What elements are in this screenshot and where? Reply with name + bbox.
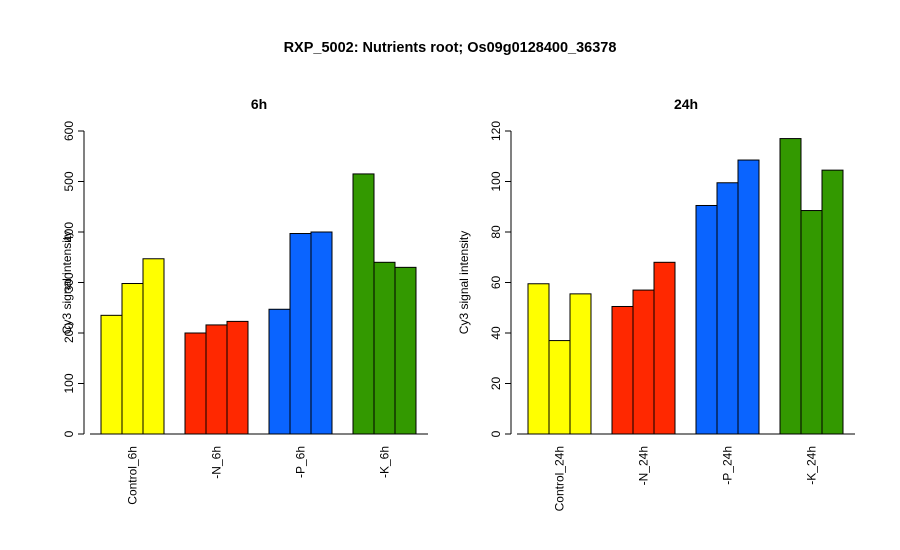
category-label: -N_24h bbox=[637, 446, 651, 485]
bar bbox=[394, 266, 417, 435]
chart-panel-0: 6h Cy3 signal intensity 0 100 200 300 400 500 60… bbox=[60, 96, 428, 505]
bar bbox=[611, 305, 634, 435]
bar bbox=[121, 283, 144, 435]
bar bbox=[695, 204, 718, 435]
bar bbox=[632, 289, 655, 435]
category-label: Control_6h bbox=[126, 446, 140, 505]
bar bbox=[548, 340, 571, 435]
y-tick-label: 80 bbox=[489, 225, 503, 239]
y-tick-label: 200 bbox=[62, 323, 76, 343]
y-tick-label: 120 bbox=[489, 121, 503, 141]
panel-title: 6h bbox=[251, 96, 267, 112]
panel-title: 24h bbox=[674, 96, 698, 112]
category-label: -N_6h bbox=[210, 446, 224, 479]
bar bbox=[289, 233, 312, 435]
bar bbox=[527, 283, 550, 435]
y-tick-label: 60 bbox=[489, 276, 503, 290]
chart-panel-1: 24h Cy3 signal intensity 0 20 40 60 80 100 120 Co… bbox=[457, 96, 855, 511]
y-axis-label: Cy3 signal intensity bbox=[60, 231, 74, 334]
bar bbox=[716, 182, 739, 435]
y-tick-label: 100 bbox=[489, 171, 503, 191]
category-label: Control_24h bbox=[553, 446, 567, 511]
category-label: -P_6h bbox=[294, 446, 308, 478]
category-label: -K_6h bbox=[378, 446, 392, 478]
y-axis-label: Cy3 signal intensity bbox=[457, 231, 471, 334]
bar bbox=[569, 293, 592, 435]
bar bbox=[205, 324, 228, 435]
y-tick-label: 40 bbox=[489, 326, 503, 340]
bar bbox=[352, 173, 375, 435]
y-tick-label: 500 bbox=[62, 171, 76, 191]
main-title: RXP_5002: Nutrients root; Os09g0128400_3… bbox=[283, 40, 617, 56]
bar bbox=[142, 258, 165, 435]
y-tick-label: 400 bbox=[62, 222, 76, 242]
bar bbox=[268, 308, 291, 435]
y-tick-label: 600 bbox=[62, 121, 76, 141]
y-tick-label: 0 bbox=[62, 430, 76, 437]
bar bbox=[100, 314, 123, 435]
bar bbox=[821, 169, 844, 435]
bar bbox=[226, 320, 249, 435]
bar bbox=[800, 210, 823, 435]
bar bbox=[310, 231, 333, 435]
bar bbox=[373, 261, 396, 435]
category-label: -K_24h bbox=[805, 446, 819, 485]
y-tick-label: 300 bbox=[62, 272, 76, 292]
y-tick-label: 0 bbox=[489, 430, 503, 437]
bar bbox=[737, 159, 760, 435]
y-tick-label: 20 bbox=[489, 377, 503, 391]
bar bbox=[779, 138, 802, 435]
bar bbox=[184, 332, 207, 435]
y-tick-label: 100 bbox=[62, 373, 76, 393]
category-label: -P_24h bbox=[721, 446, 735, 485]
bar bbox=[653, 261, 676, 435]
